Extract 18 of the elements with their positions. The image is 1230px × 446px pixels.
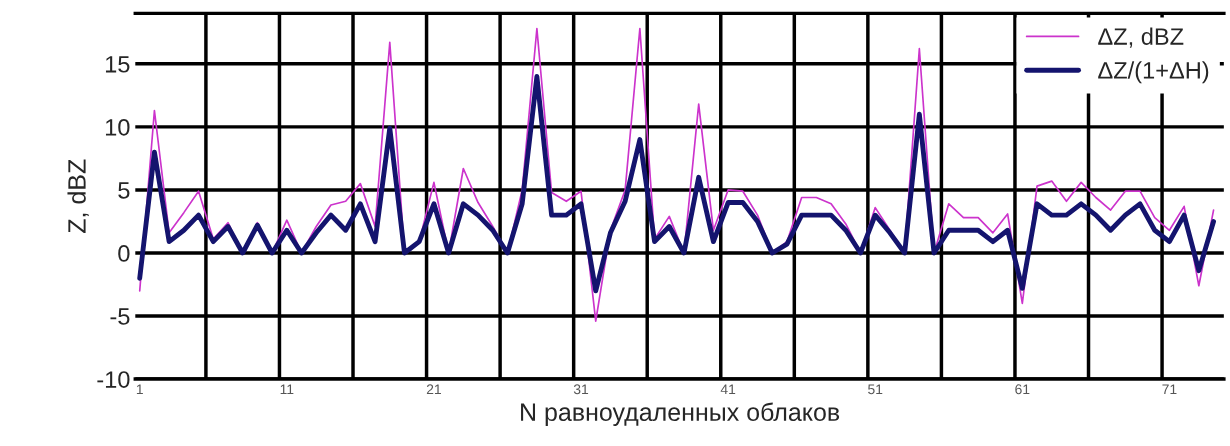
x-tick-label: 71: [1162, 384, 1177, 395]
y-tick-label: -5: [110, 308, 130, 325]
x-tick-label: 11: [280, 384, 294, 395]
x-tick-label: 51: [868, 384, 883, 395]
y-axis-title: Z, dBZ: [67, 159, 89, 233]
x-tick-label: 61: [1015, 384, 1030, 395]
y-tick-label: 10: [105, 118, 130, 136]
legend-label: ΔZ/(1+ΔH): [1098, 61, 1209, 84]
y-tick-label: 0: [118, 245, 130, 262]
x-tick-label: 41: [720, 384, 736, 395]
x-tick-label: 1: [136, 384, 143, 395]
y-tick-label: 15: [105, 56, 130, 73]
y-tick-label: -10: [97, 371, 130, 388]
x-tick-label: 31: [573, 384, 589, 395]
x-tick-label: 21: [426, 384, 441, 395]
legend-label: ΔZ, dBZ: [1098, 27, 1184, 48]
y-tick-label: 5: [118, 182, 130, 199]
x-axis-title: N равноудаленных облаков: [521, 402, 840, 426]
